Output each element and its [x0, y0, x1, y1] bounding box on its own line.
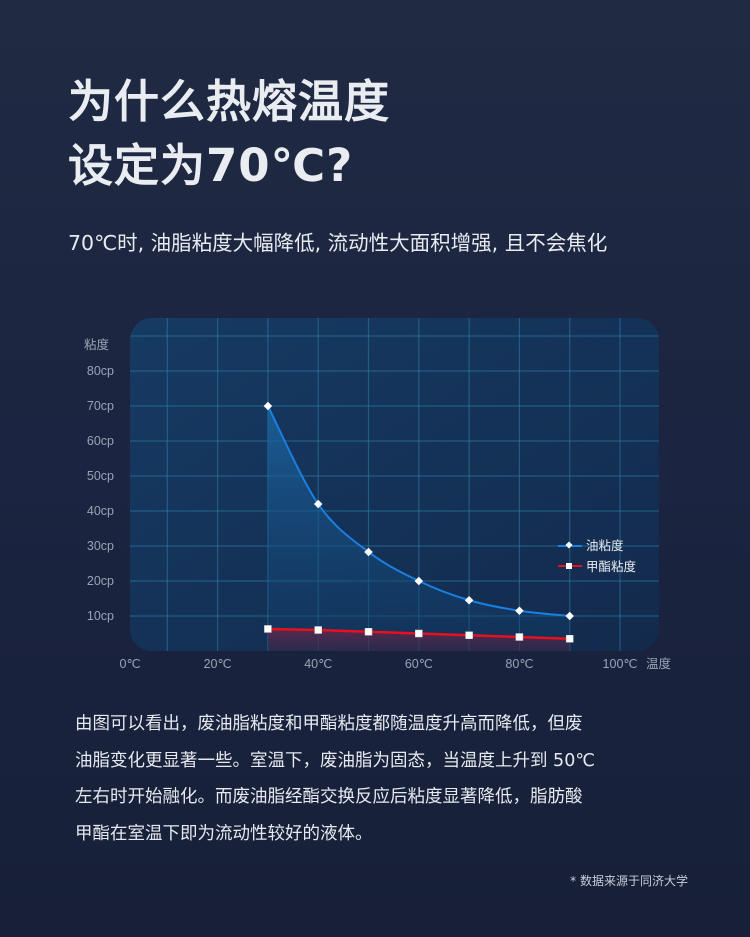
y-axis-label: 粘度: [84, 337, 110, 352]
description-line: 甲酯在室温下即为流动性较好的液体。: [75, 823, 373, 844]
data-point-diamond: [263, 401, 273, 411]
legend-label-ester: 甲酯粘度: [586, 559, 637, 574]
description-line: 由图可以看出，废油脂粘度和甲酯粘度都随温度升高而降低，但废: [75, 714, 583, 734]
y-tick-label: 70cp: [87, 399, 114, 413]
legend-marker-ester: [566, 563, 572, 569]
y-tick-label: 10cp: [87, 609, 114, 623]
title-line-2: 设定为70℃?: [68, 139, 354, 192]
series-area-0: [267, 406, 570, 651]
y-tick-label: 50cp: [87, 469, 114, 483]
y-tick-label: 40cp: [87, 504, 114, 518]
data-point-square: [515, 633, 524, 641]
legend-label-oil: 油粘度: [586, 538, 624, 553]
data-point-square: [364, 628, 373, 636]
y-tick-label: 60cp: [87, 434, 114, 448]
data-point-square: [565, 635, 574, 643]
x-tick-label: 0℃: [120, 657, 141, 671]
chart-panel: [130, 318, 659, 651]
data-point-diamond: [515, 606, 524, 615]
x-tick-label: 60℃: [405, 657, 433, 671]
x-tick-label: 80℃: [505, 657, 533, 671]
legend: 油粘度 甲酯粘度: [558, 538, 637, 574]
y-tick-label: 30cp: [87, 539, 114, 553]
source-note: * 数据来源于同济大学: [570, 874, 688, 888]
title-line-1: 为什么热熔温度: [68, 75, 391, 128]
description: 由图可以看出，废油脂粘度和甲酯粘度都随温度升高而降低，但废 油脂变化更显著一些。…: [75, 706, 685, 852]
x-tick-label: 20℃: [204, 657, 232, 671]
data-point-diamond: [364, 547, 373, 557]
data-point-square: [314, 626, 322, 634]
data-point-square: [415, 629, 423, 638]
data-point-diamond: [414, 576, 424, 586]
viscosity-chart: 粘度 10cp 20cp 30cp 40cp 50cp 60cp 70cp 80cp 0℃ 20…: [84, 318, 672, 671]
page-title: 为什么热熔温度 设定为70℃?: [68, 70, 390, 198]
data-point-square: [264, 625, 272, 633]
x-tick-label: 100℃: [603, 657, 638, 671]
description-line: 左右时开始融化。而废油脂经酯交换反应后粘度显著降低，脂肪酸: [75, 787, 583, 807]
series-area-1: [267, 628, 570, 651]
data-point-square: [465, 631, 473, 639]
data-point-diamond: [313, 499, 323, 509]
x-axis-label: 温度: [646, 656, 672, 671]
y-tick-label: 80cp: [87, 364, 114, 378]
legend-marker-oil: [565, 541, 573, 549]
x-tick-label: 40℃: [304, 657, 332, 671]
data-point-diamond: [464, 596, 474, 605]
data-point-diamond: [565, 611, 574, 621]
y-tick-label: 20cp: [87, 574, 114, 588]
subtitle: 70℃时, 油脂粘度大幅降低, 流动性大面积增强, 且不会焦化: [68, 231, 608, 255]
description-line: 油脂变化更显著一些。室温下，废油脂为固态，当温度上升到 50℃: [75, 750, 595, 771]
